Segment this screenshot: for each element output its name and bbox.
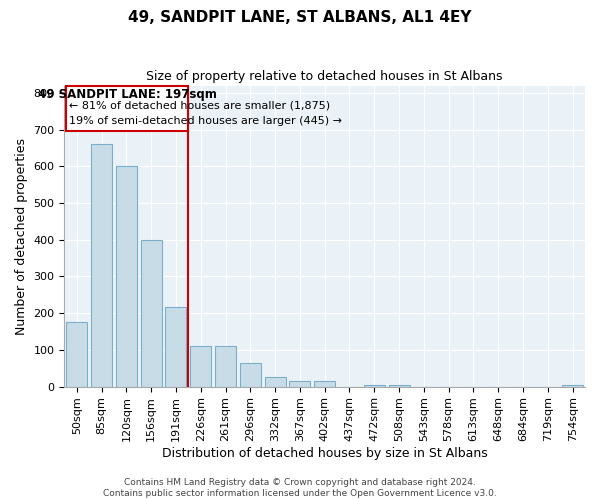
Text: 19% of semi-detached houses are larger (445) →: 19% of semi-detached houses are larger (… xyxy=(70,116,343,126)
Bar xyxy=(265,378,286,386)
Text: ← 81% of detached houses are smaller (1,875): ← 81% of detached houses are smaller (1,… xyxy=(70,100,331,110)
Text: 49 SANDPIT LANE: 197sqm: 49 SANDPIT LANE: 197sqm xyxy=(38,88,217,102)
Bar xyxy=(215,346,236,387)
Bar xyxy=(314,381,335,386)
Bar xyxy=(190,346,211,387)
Bar xyxy=(562,385,583,386)
Bar xyxy=(91,144,112,386)
Title: Size of property relative to detached houses in St Albans: Size of property relative to detached ho… xyxy=(146,70,503,83)
Bar xyxy=(66,322,88,386)
Bar xyxy=(116,166,137,386)
Bar xyxy=(166,306,187,386)
FancyBboxPatch shape xyxy=(65,86,188,132)
Bar xyxy=(240,364,261,386)
Bar xyxy=(289,381,310,386)
X-axis label: Distribution of detached houses by size in St Albans: Distribution of detached houses by size … xyxy=(162,447,488,460)
Text: 49, SANDPIT LANE, ST ALBANS, AL1 4EY: 49, SANDPIT LANE, ST ALBANS, AL1 4EY xyxy=(128,10,472,25)
Bar xyxy=(140,240,162,386)
Y-axis label: Number of detached properties: Number of detached properties xyxy=(15,138,28,334)
Text: Contains HM Land Registry data © Crown copyright and database right 2024.
Contai: Contains HM Land Registry data © Crown c… xyxy=(103,478,497,498)
